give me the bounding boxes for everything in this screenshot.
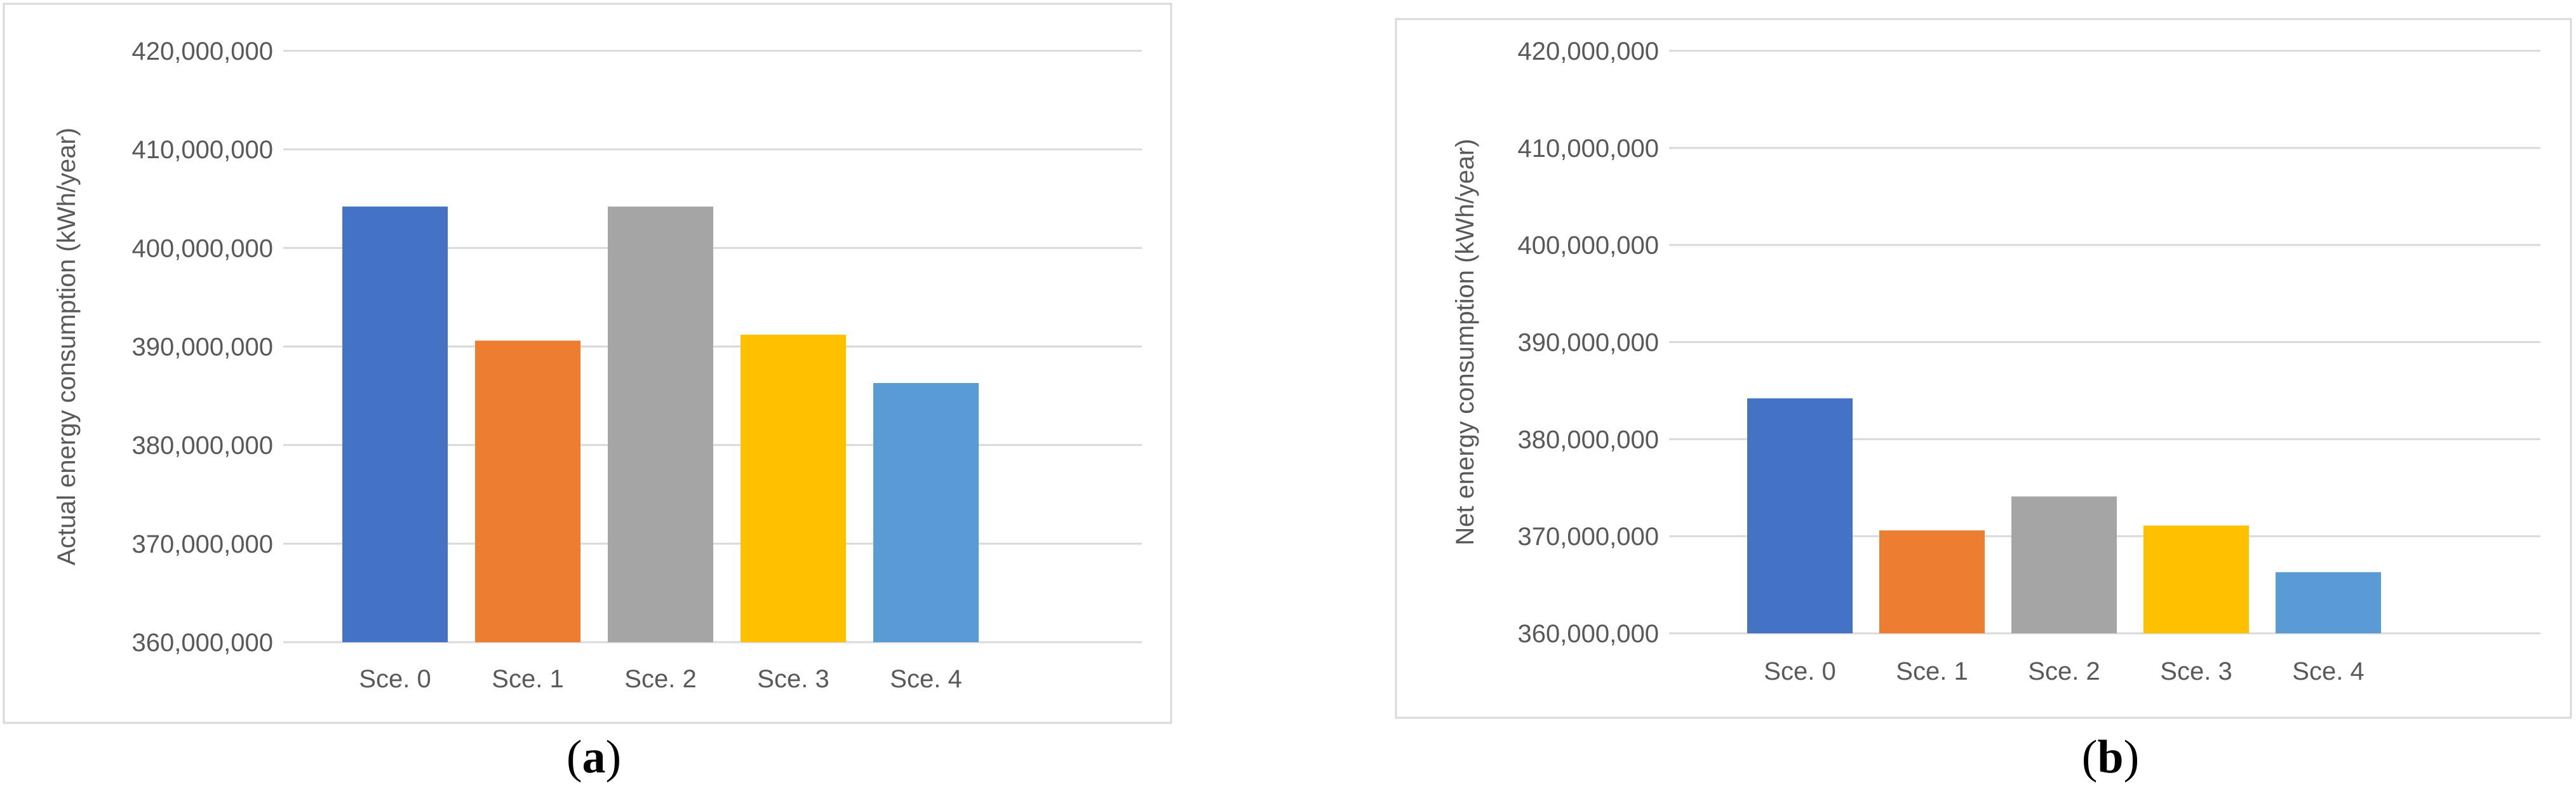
- bar-a-2: [608, 206, 713, 642]
- chart-panel-b: 360,000,000 370,000,000 380,000,000 390,000…: [1288, 0, 2576, 808]
- y-tick-label-b-3: 390,000,000: [1518, 329, 1659, 357]
- bar-a-3: [741, 334, 846, 642]
- bar-b-3: [2143, 525, 2249, 633]
- y-tick-label-b-1: 370,000,000: [1518, 523, 1659, 551]
- y-axis-title-b: Net energy consumption (kWh/year): [1451, 138, 1479, 545]
- y-tick-label-b-5: 410,000,000: [1518, 135, 1659, 163]
- x-tick-label-a-4: Sce. 4: [890, 665, 962, 693]
- y-tick-label-a-2: 380,000,000: [132, 432, 273, 460]
- bar-b-4: [2276, 572, 2381, 633]
- bar-chart-b: 360,000,000 370,000,000 380,000,000 390,000…: [1395, 18, 2572, 719]
- y-tick-label-a-3: 390,000,000: [132, 333, 273, 361]
- y-tick-label-b-6: 420,000,000: [1518, 37, 1659, 65]
- x-tick-label-b-3: Sce. 3: [2160, 657, 2232, 685]
- bar-b-2: [2011, 496, 2117, 633]
- bar-a-0: [342, 206, 448, 642]
- chart-panel-a: 360,000,000 370,000,000 380,000,000 390,000…: [3, 3, 1172, 783]
- y-tick-label-a-1: 370,000,000: [132, 530, 273, 558]
- panel-label-a: (a): [566, 731, 622, 783]
- bar-b-1: [1879, 530, 1985, 633]
- chart-frame-a: [3, 3, 1172, 724]
- x-tick-label-a-3: Sce. 3: [757, 665, 829, 693]
- x-tick-label-b-2: Sce. 2: [2028, 657, 2100, 685]
- bar-b-0: [1747, 398, 1853, 633]
- bar-chart-a: 360,000,000 370,000,000 380,000,000 390,000…: [3, 3, 1172, 724]
- x-tick-label-a-0: Sce. 0: [359, 665, 431, 693]
- x-tick-label-a-2: Sce. 2: [624, 665, 696, 693]
- bar-a-1: [475, 340, 580, 642]
- y-tick-label-b-0: 360,000,000: [1518, 620, 1659, 648]
- y-tick-label-a-0: 360,000,000: [132, 629, 273, 657]
- bar-a-4: [873, 382, 979, 642]
- x-tick-label-a-1: Sce. 1: [492, 665, 563, 693]
- y-tick-label-b-2: 380,000,000: [1518, 426, 1659, 454]
- y-axis-title-a: Actual energy consumption (kWh/year): [53, 128, 81, 565]
- y-tick-label-b-4: 400,000,000: [1518, 232, 1659, 260]
- panel-label-b: (b): [2081, 731, 2140, 783]
- y-tick-label-a-5: 410,000,000: [132, 136, 273, 164]
- x-tick-label-b-0: Sce. 0: [1764, 657, 1835, 685]
- y-tick-label-a-6: 420,000,000: [132, 37, 273, 65]
- y-tick-label-a-4: 400,000,000: [132, 234, 273, 262]
- x-tick-label-b-4: Sce. 4: [2292, 657, 2364, 685]
- x-tick-label-b-1: Sce. 1: [1896, 657, 1968, 685]
